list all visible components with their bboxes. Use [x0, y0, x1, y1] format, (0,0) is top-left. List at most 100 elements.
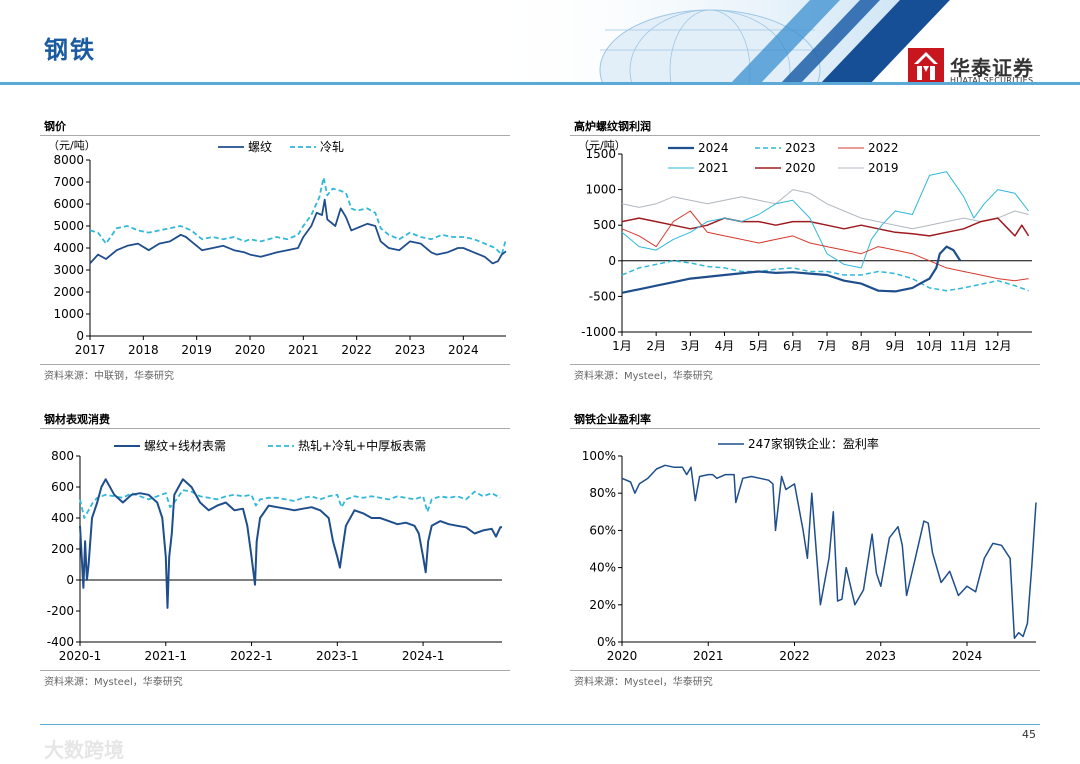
y-tick-label: 100% — [582, 449, 616, 463]
x-tick-label: 2017 — [75, 343, 106, 357]
series-line-2023 — [621, 260, 1029, 292]
panel-title-steel-price: 钢价 — [44, 120, 66, 133]
page-title: 钢铁 — [44, 36, 96, 64]
y-tick-label: -200 — [47, 604, 74, 618]
legend-label: 2023 — [785, 141, 816, 155]
x-tick-label: 2020 — [607, 649, 638, 663]
y-tick-label: 1000 — [53, 307, 84, 321]
y-tick-label: -1000 — [581, 325, 616, 339]
source-note: 资料来源：Mysteel，华泰研究 — [574, 371, 713, 382]
series-line-2019 — [621, 189, 1029, 230]
source-note: 资料来源：Mysteel，华泰研究 — [44, 677, 183, 688]
y-tick-label: 0 — [66, 573, 74, 587]
y-tick-label: -400 — [47, 635, 74, 649]
x-tick-label: 2018 — [128, 343, 159, 357]
legend-label: 2019 — [868, 161, 899, 175]
panel-divider — [40, 428, 510, 429]
x-tick-label: 2019 — [181, 343, 212, 357]
y-tick-label: 600 — [51, 480, 74, 494]
x-tick-label: 2月 — [646, 339, 666, 353]
y-tick-label: 7000 — [53, 175, 84, 189]
source-note: 资料来源：Mysteel，华泰研究 — [574, 677, 713, 688]
panel-divider — [570, 670, 1040, 671]
x-tick-label: 4月 — [715, 339, 735, 353]
x-tick-label: 2021 — [288, 343, 319, 357]
watermark: 大数跨境 — [44, 738, 124, 762]
y-tick-label: 20% — [589, 598, 616, 612]
source-note: 资料来源：中联钢，华泰研究 — [44, 371, 174, 382]
panel-title-profit-rate: 钢铁企业盈利率 — [574, 413, 651, 426]
series-line-2020 — [621, 217, 1030, 237]
y-tick-label: 500 — [593, 218, 616, 232]
x-tick-label: 2021 — [693, 649, 724, 663]
panel-divider — [570, 428, 1040, 429]
series-line-冷轧 — [89, 176, 507, 256]
x-tick-label: 2024-1 — [402, 649, 445, 663]
panel-title-consumption: 钢材表观消费 — [44, 413, 110, 426]
y-tick-label: 800 — [51, 449, 74, 463]
legend-label: 热轧+冷轧+中厚板表需 — [298, 438, 426, 453]
x-tick-label: 12月 — [984, 339, 1011, 353]
legend-label: 2020 — [785, 161, 816, 175]
x-tick-label: 2023-1 — [316, 649, 359, 663]
brand-name-en: HUATAI SECURITIES — [950, 76, 1034, 85]
y-tick-label: 0 — [76, 329, 84, 343]
legend-label: 2024 — [698, 141, 729, 155]
legend-label: 螺纹 — [248, 140, 272, 154]
panel-divider — [40, 670, 510, 671]
x-tick-label: 2020 — [235, 343, 266, 357]
x-tick-label: 2024 — [952, 649, 983, 663]
legend-label: 2021 — [698, 161, 729, 175]
y-tick-label: 1500 — [585, 147, 616, 161]
y-tick-label: 6000 — [53, 197, 84, 211]
series-line-2021 — [621, 171, 1029, 269]
x-tick-label: 2021-1 — [145, 649, 188, 663]
y-tick-label: 0% — [597, 635, 616, 649]
legend-label: 247家钢铁企业：盈利率 — [748, 436, 879, 451]
x-tick-label: 3月 — [681, 339, 701, 353]
series-line-2024 — [621, 245, 962, 294]
panel-divider — [40, 364, 510, 365]
y-tick-label: 40% — [589, 561, 616, 575]
x-tick-label: 5月 — [749, 339, 769, 353]
y-tick-label: 60% — [589, 523, 616, 537]
x-tick-label: 9月 — [886, 339, 906, 353]
panel-title-profit: 高炉螺纹钢利润 — [574, 120, 651, 133]
y-tick-label: 0 — [608, 254, 616, 268]
x-tick-label: 1月 — [612, 339, 632, 353]
brand-name-cn: 华泰证券 — [950, 56, 1034, 80]
x-tick-label: 2020-1 — [59, 649, 102, 663]
x-tick-label: 2023 — [865, 649, 896, 663]
x-tick-label: 2023 — [395, 343, 426, 357]
y-tick-label: 80% — [589, 486, 616, 500]
page-number: 45 — [1022, 728, 1036, 741]
header-divider — [0, 82, 1080, 85]
panel-divider — [570, 135, 1040, 136]
x-tick-label: 2022-1 — [230, 649, 273, 663]
y-tick-label: 2000 — [53, 285, 84, 299]
series-line-螺纹+线材表需 — [79, 478, 502, 609]
y-tick-label: 4000 — [53, 241, 84, 255]
y-tick-label: 5000 — [53, 219, 84, 233]
x-tick-label: 11月 — [950, 339, 977, 353]
series-line-2022 — [621, 210, 1029, 282]
series-line-螺纹 — [89, 198, 507, 265]
x-tick-label: 2022 — [341, 343, 372, 357]
y-tick-label: 200 — [51, 542, 74, 556]
x-tick-label: 2024 — [448, 343, 479, 357]
y-tick-label: 3000 — [53, 263, 84, 277]
y-tick-label: 8000 — [53, 153, 84, 167]
series-line-热轧+冷轧+中厚板表需 — [79, 489, 501, 519]
legend-label: 2022 — [868, 141, 899, 155]
panel-divider — [570, 364, 1040, 365]
axis-unit-label: （元/吨） — [578, 139, 626, 152]
series-line-247家钢铁企业：盈利率 — [621, 464, 1037, 640]
legend-label: 螺纹+线材表需 — [144, 439, 226, 453]
x-tick-label: 6月 — [783, 339, 803, 353]
brand-logo-icon — [908, 48, 944, 84]
profit-rate-chart: 100% 80% 60% 40% 20% 0%2020 2021 2022 2023 2024 24… — [582, 436, 1037, 663]
y-tick-label: 1000 — [585, 183, 616, 197]
